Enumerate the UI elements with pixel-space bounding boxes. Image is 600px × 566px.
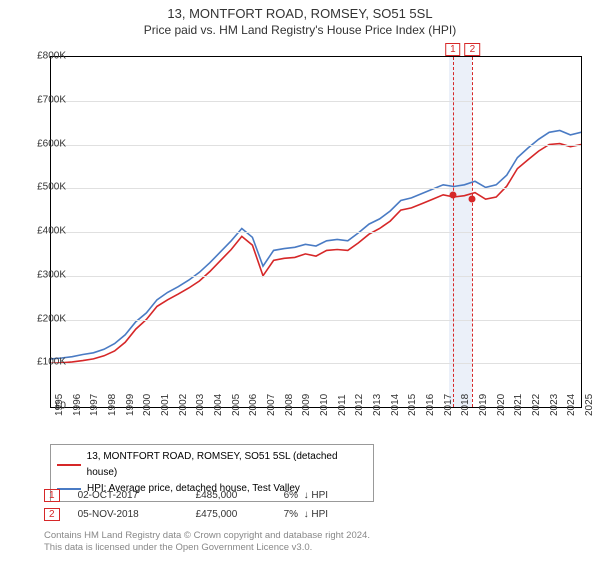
x-axis-label: 2015 [407,394,418,416]
marker-label: 1 [445,43,461,56]
gridline-h [51,145,581,146]
gridline-h [51,363,581,364]
x-axis-label: 2000 [142,394,153,416]
x-axis-label: 2002 [178,394,189,416]
chart-plot-area: 1995199619971998199920002001200220032004… [50,56,582,408]
sale-date: 02-OCT-2017 [78,490,178,501]
x-axis-label: 2008 [284,394,295,416]
marker-label: 2 [465,43,481,56]
y-axis-label: £500K [22,182,66,193]
sale-index: 1 [44,489,60,502]
x-axis-label: 2014 [390,394,401,416]
gridline-h [51,276,581,277]
sale-date: 05-NOV-2018 [78,509,178,520]
x-axis-label: 1999 [125,394,136,416]
x-axis-label: 2012 [354,394,365,416]
sales-table: 1 02-OCT-2017 £485,000 6% ↓ HPI 2 05-NOV-2018… [44,486,364,524]
series-property [51,144,581,364]
attribution: Contains HM Land Registry data © Crown c… [44,530,370,555]
y-axis-label: £800K [22,51,66,62]
y-axis-label: £0 [22,401,66,412]
x-axis-label: 1998 [107,394,118,416]
sale-index: 2 [44,508,60,521]
x-axis-label: 1996 [72,394,83,416]
attribution-line1: Contains HM Land Registry data © Crown c… [44,530,370,542]
x-axis-label: 2019 [478,394,489,416]
y-axis-label: £700K [22,94,66,105]
x-axis-label: 2007 [266,394,277,416]
x-axis-label: 2024 [566,394,577,416]
x-axis-label: 2023 [549,394,560,416]
y-axis-label: £400K [22,226,66,237]
sale-marker [449,191,456,198]
sale-diff: 7% ↓ HPI [284,509,364,520]
x-axis-label: 1997 [89,394,100,416]
x-axis-label: 2011 [337,394,348,416]
legend-label-property: 13, MONTFORT ROAD, ROMSEY, SO51 5SL (det… [87,449,367,481]
legend-swatch-property [57,464,81,466]
x-axis-label: 2013 [372,394,383,416]
x-axis-label: 2018 [460,394,471,416]
x-axis-label: 2006 [248,394,259,416]
x-axis-label: 2003 [195,394,206,416]
x-axis-label: 2022 [531,394,542,416]
chart-subtitle: Price paid vs. HM Land Registry's House … [0,23,600,37]
sale-price: £485,000 [196,490,266,501]
sale-marker [469,196,476,203]
x-axis-label: 2010 [319,394,330,416]
gridline-h [51,101,581,102]
series-hpi [51,131,581,359]
gridline-h [51,188,581,189]
sale-row: 2 05-NOV-2018 £475,000 7% ↓ HPI [44,505,364,524]
x-axis-label: 2016 [425,394,436,416]
y-axis-label: £100K [22,357,66,368]
marker-vline [453,57,454,407]
x-axis-label: 2021 [513,394,524,416]
gridline-h [51,320,581,321]
chart-title: 13, MONTFORT ROAD, ROMSEY, SO51 5SL [0,6,600,21]
x-axis-label: 2025 [584,394,595,416]
sale-diff: 6% ↓ HPI [284,490,364,501]
x-axis-label: 2004 [213,394,224,416]
marker-vline [472,57,473,407]
attribution-line2: This data is licensed under the Open Gov… [44,542,370,554]
x-axis-label: 2020 [496,394,507,416]
sale-row: 1 02-OCT-2017 £485,000 6% ↓ HPI [44,486,364,505]
x-axis-label: 2001 [160,394,171,416]
gridline-h [51,232,581,233]
y-axis-label: £200K [22,313,66,324]
sale-price: £475,000 [196,509,266,520]
y-axis-label: £300K [22,269,66,280]
legend-item-property: 13, MONTFORT ROAD, ROMSEY, SO51 5SL (det… [57,449,367,481]
x-axis-label: 2005 [231,394,242,416]
x-axis-label: 2009 [301,394,312,416]
y-axis-label: £600K [22,138,66,149]
